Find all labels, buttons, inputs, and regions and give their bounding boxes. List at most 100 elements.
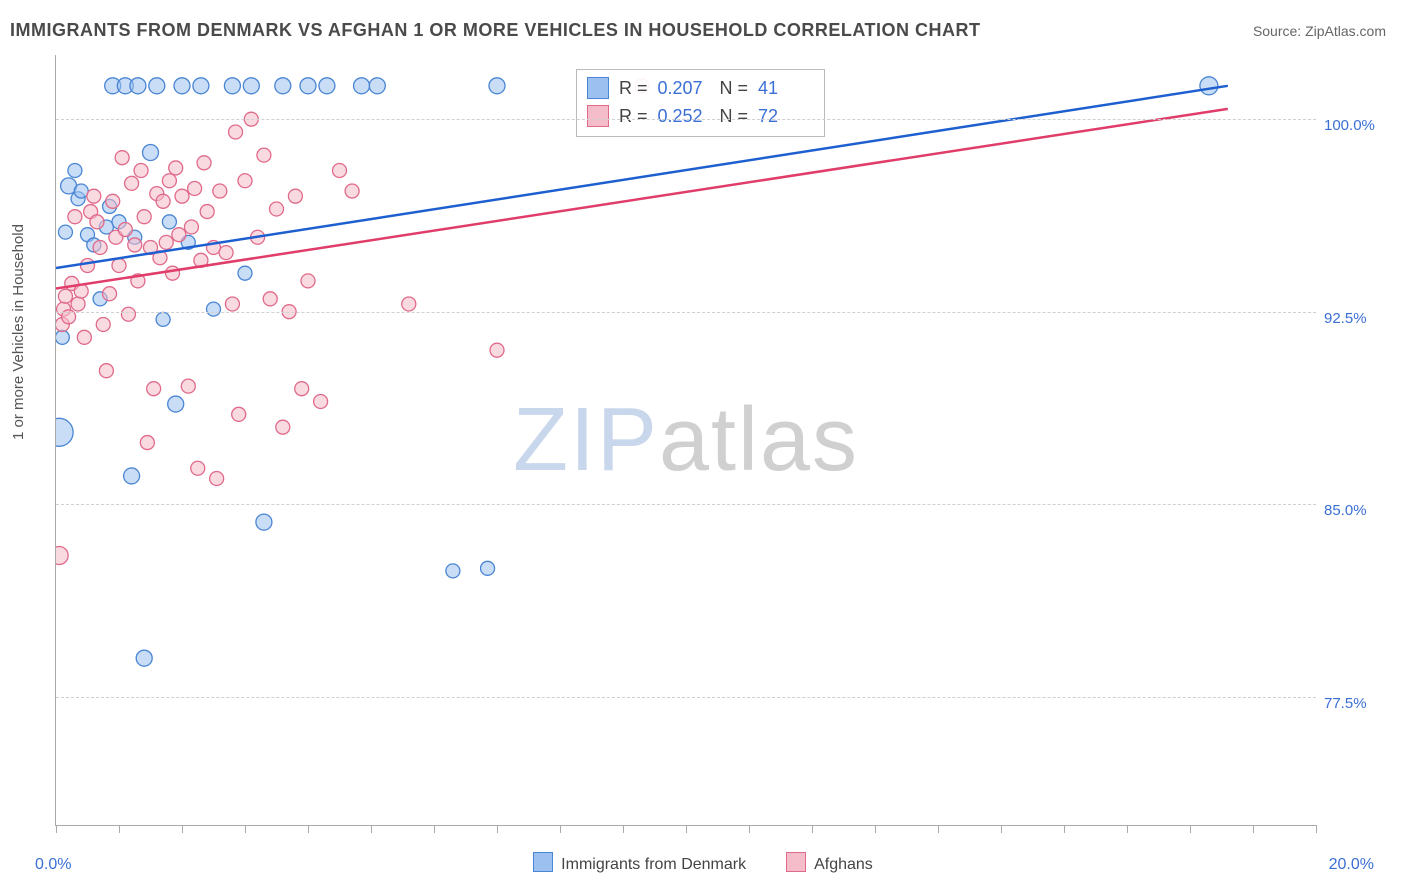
title-row: IMMIGRANTS FROM DENMARK VS AFGHAN 1 OR M…: [10, 20, 1386, 41]
scatter-point-afghans: [134, 164, 148, 178]
scatter-point-denmark: [446, 564, 460, 578]
legend-swatch-icon: [786, 852, 806, 872]
scatter-point-denmark: [207, 302, 221, 316]
scatter-point-afghans: [229, 125, 243, 139]
scatter-point-denmark: [1200, 77, 1218, 95]
scatter-point-afghans: [156, 194, 170, 208]
scatter-point-afghans: [225, 297, 239, 311]
scatter-point-denmark: [275, 78, 291, 94]
scatter-point-denmark: [56, 418, 73, 446]
plot-area: ZIPatlas R =0.207N =41R =0.252N =72 77.5…: [55, 55, 1316, 826]
scatter-point-denmark: [243, 78, 259, 94]
scatter-point-afghans: [276, 420, 290, 434]
stats-r-label: R =: [619, 74, 648, 102]
scatter-point-afghans: [121, 307, 135, 321]
scatter-point-afghans: [77, 330, 91, 344]
scatter-point-afghans: [490, 343, 504, 357]
legend-item: Immigrants from Denmark: [533, 852, 746, 874]
x-tick: [623, 825, 624, 833]
y-axis-label: 1 or more Vehicles in Household: [10, 224, 27, 440]
x-tick: [1316, 825, 1317, 833]
legend-label: Immigrants from Denmark: [561, 856, 746, 873]
x-tick: [1064, 825, 1065, 833]
x-tick: [119, 825, 120, 833]
scatter-point-denmark: [489, 78, 505, 94]
scatter-point-afghans: [345, 184, 359, 198]
scatter-point-afghans: [68, 210, 82, 224]
scatter-point-denmark: [149, 78, 165, 94]
stats-r-value: 0.207: [658, 74, 710, 102]
scatter-point-afghans: [106, 194, 120, 208]
scatter-point-afghans: [99, 364, 113, 378]
scatter-point-denmark: [300, 78, 316, 94]
y-tick-label: 77.5%: [1324, 695, 1394, 712]
x-tick: [1001, 825, 1002, 833]
legend-bottom: Immigrants from Denmark Afghans: [0, 852, 1406, 874]
scatter-point-afghans: [96, 318, 110, 332]
stats-n-label: N =: [720, 102, 749, 130]
legend-swatch-icon: [533, 852, 553, 872]
scatter-point-afghans: [301, 274, 315, 288]
scatter-point-afghans: [112, 258, 126, 272]
scatter-point-afghans: [81, 258, 95, 272]
scatter-point-denmark: [58, 225, 72, 239]
scatter-point-afghans: [125, 176, 139, 190]
scatter-point-afghans: [87, 189, 101, 203]
x-tick: [245, 825, 246, 833]
x-tick: [812, 825, 813, 833]
x-tick: [497, 825, 498, 833]
x-tick: [371, 825, 372, 833]
scatter-point-denmark: [68, 164, 82, 178]
scatter-point-denmark: [168, 396, 184, 412]
x-tick: [875, 825, 876, 833]
scatter-svg: [56, 55, 1316, 825]
scatter-point-denmark: [481, 561, 495, 575]
x-tick: [1127, 825, 1128, 833]
scatter-point-denmark: [238, 266, 252, 280]
y-tick-label: 100.0%: [1324, 117, 1394, 134]
scatter-point-afghans: [71, 297, 85, 311]
scatter-point-denmark: [319, 78, 335, 94]
stats-n-value: 41: [758, 74, 810, 102]
scatter-point-afghans: [288, 189, 302, 203]
gridline-h: [56, 119, 1316, 120]
scatter-point-denmark: [74, 184, 88, 198]
legend-swatch-icon: [587, 105, 609, 127]
scatter-point-afghans: [162, 174, 176, 188]
scatter-point-afghans: [137, 210, 151, 224]
scatter-point-afghans: [314, 395, 328, 409]
scatter-point-afghans: [402, 297, 416, 311]
scatter-point-denmark: [256, 514, 272, 530]
scatter-point-denmark: [193, 78, 209, 94]
scatter-point-denmark: [162, 215, 176, 229]
scatter-point-afghans: [56, 547, 68, 565]
stats-row-denmark: R =0.207N =41: [587, 74, 810, 102]
scatter-point-afghans: [295, 382, 309, 396]
y-tick-label: 85.0%: [1324, 502, 1394, 519]
scatter-point-afghans: [90, 215, 104, 229]
scatter-point-afghans: [333, 164, 347, 178]
scatter-point-afghans: [93, 241, 107, 255]
scatter-point-afghans: [172, 228, 186, 242]
scatter-point-afghans: [263, 292, 277, 306]
scatter-point-afghans: [181, 379, 195, 393]
chart-container: IMMIGRANTS FROM DENMARK VS AFGHAN 1 OR M…: [0, 0, 1406, 892]
x-tick: [686, 825, 687, 833]
chart-source: Source: ZipAtlas.com: [1253, 23, 1386, 39]
scatter-point-afghans: [270, 202, 284, 216]
scatter-point-afghans: [188, 181, 202, 195]
gridline-h: [56, 504, 1316, 505]
scatter-point-afghans: [166, 266, 180, 280]
scatter-point-afghans: [140, 436, 154, 450]
legend-swatch-icon: [587, 77, 609, 99]
scatter-point-afghans: [213, 184, 227, 198]
scatter-point-denmark: [369, 78, 385, 94]
x-tick: [1190, 825, 1191, 833]
scatter-point-afghans: [238, 174, 252, 188]
scatter-point-afghans: [128, 238, 142, 252]
stats-r-value: 0.252: [658, 102, 710, 130]
legend-item: Afghans: [786, 852, 873, 874]
scatter-point-afghans: [147, 382, 161, 396]
scatter-point-afghans: [257, 148, 271, 162]
scatter-point-afghans: [159, 235, 173, 249]
